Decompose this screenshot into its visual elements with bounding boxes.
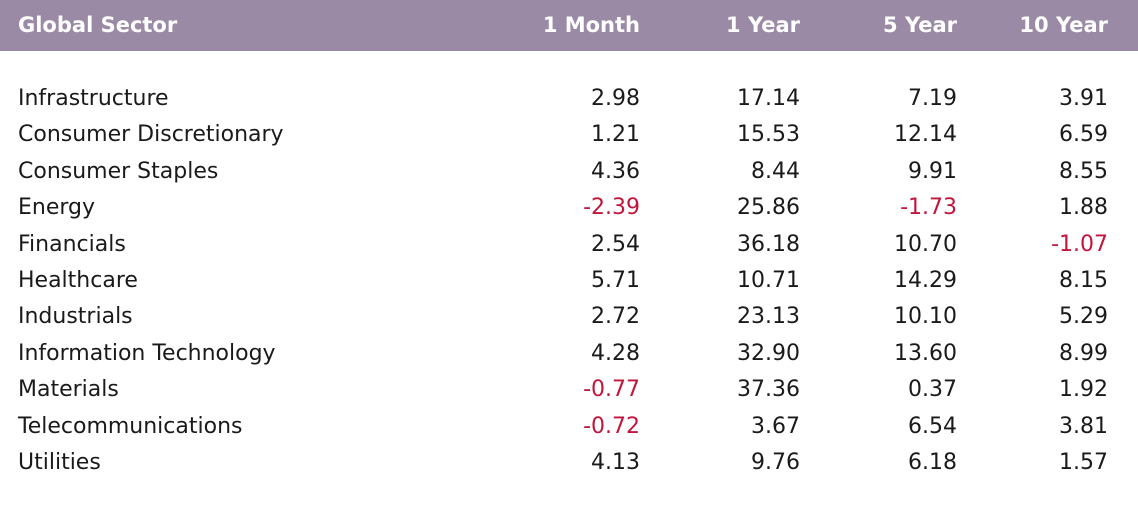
value-10-year: 5.29: [1059, 304, 1108, 330]
table-row: Consumer Discretionary 1.21 15.53 12.14 …: [0, 117, 1138, 153]
table-header: Global Sector 1 Month 1 Year 5 Year 10 Y…: [0, 0, 1138, 51]
header-10-year: 10 Year: [1019, 13, 1108, 37]
value-10-year: 3.91: [1059, 86, 1108, 111]
value-1-month: 2.98: [591, 86, 640, 111]
value-5-year: -1.73: [900, 195, 957, 221]
value-1-month: 2.54: [591, 231, 640, 257]
sector-name: Utilities: [18, 449, 101, 475]
value-1-month: 4.36: [591, 158, 640, 184]
header-1-month: 1 Month: [542, 13, 640, 37]
sector-name: Information Technology: [18, 340, 276, 366]
value-1-month: 4.13: [591, 449, 640, 475]
table-body: Infrastructure 2.98 17.14 7.19 3.91 Cons…: [0, 81, 1138, 481]
table-row: Materials -0.77 37.36 0.37 1.92: [0, 372, 1138, 408]
sector-name: Financials: [18, 231, 126, 257]
header-1-year: 1 Year: [726, 13, 800, 37]
sector-name: Consumer Staples: [18, 158, 219, 184]
value-1-month: -2.39: [583, 195, 640, 221]
sector-name: Infrastructure: [18, 86, 169, 111]
value-5-year: 6.18: [908, 449, 957, 475]
value-5-year: 13.60: [894, 340, 957, 366]
value-1-year: 17.14: [737, 86, 800, 111]
value-5-year: 10.70: [894, 231, 957, 257]
value-5-year: 14.29: [894, 267, 957, 293]
value-1-year: 8.44: [751, 158, 800, 184]
value-5-year: 10.10: [894, 304, 957, 330]
value-5-year: 6.54: [908, 413, 957, 439]
value-5-year: 9.91: [908, 158, 957, 184]
value-10-year: 1.88: [1059, 195, 1108, 221]
value-1-year: 9.76: [751, 449, 800, 475]
table-row: Energy -2.39 25.86 -1.73 1.88: [0, 190, 1138, 226]
value-10-year: 1.57: [1059, 449, 1108, 475]
value-1-month: 5.71: [591, 267, 640, 293]
header-5-year: 5 Year: [883, 13, 957, 37]
value-5-year: 7.19: [908, 86, 957, 111]
value-10-year: 1.92: [1059, 377, 1108, 403]
value-10-year: 8.99: [1059, 340, 1108, 366]
sector-name: Healthcare: [18, 267, 138, 293]
sector-name: Telecommunications: [18, 413, 243, 439]
value-1-year: 36.18: [737, 231, 800, 257]
value-10-year: 6.59: [1059, 122, 1108, 148]
table-row: Financials 2.54 36.18 10.70 -1.07: [0, 227, 1138, 263]
value-10-year: 8.55: [1059, 158, 1108, 184]
table-row: Telecommunications -0.72 3.67 6.54 3.81: [0, 409, 1138, 445]
sector-name: Industrials: [18, 304, 133, 330]
value-1-year: 25.86: [737, 195, 800, 221]
value-5-year: 0.37: [908, 377, 957, 403]
table-row: Information Technology 4.28 32.90 13.60 …: [0, 336, 1138, 372]
value-5-year: 12.14: [894, 122, 957, 148]
value-10-year: 3.81: [1059, 413, 1108, 439]
value-1-month: 2.72: [591, 304, 640, 330]
value-1-month: -0.72: [583, 413, 640, 439]
value-1-year: 32.90: [737, 340, 800, 366]
table-row: Infrastructure 2.98 17.14 7.19 3.91: [0, 81, 1138, 117]
value-10-year: -1.07: [1051, 231, 1108, 257]
value-1-year: 23.13: [737, 304, 800, 330]
value-1-month: -0.77: [583, 377, 640, 403]
sector-name: Materials: [18, 377, 119, 403]
value-1-year: 37.36: [737, 377, 800, 403]
value-1-month: 4.28: [591, 340, 640, 366]
value-1-year: 3.67: [751, 413, 800, 439]
table-row: Consumer Staples 4.36 8.44 9.91 8.55: [0, 154, 1138, 190]
sector-name: Energy: [18, 195, 96, 221]
value-1-month: 1.21: [591, 122, 640, 148]
value-1-year: 15.53: [737, 122, 800, 148]
table-row: Healthcare 5.71 10.71 14.29 8.15: [0, 263, 1138, 299]
sector-name: Consumer Discretionary: [18, 122, 284, 148]
table-row: Utilities 4.13 9.76 6.18 1.57: [0, 445, 1138, 481]
table-row: Industrials 2.72 23.13 10.10 5.29: [0, 299, 1138, 335]
value-10-year: 8.15: [1059, 267, 1108, 293]
value-1-year: 10.71: [737, 267, 800, 293]
header-global-sector: Global Sector: [18, 13, 178, 37]
